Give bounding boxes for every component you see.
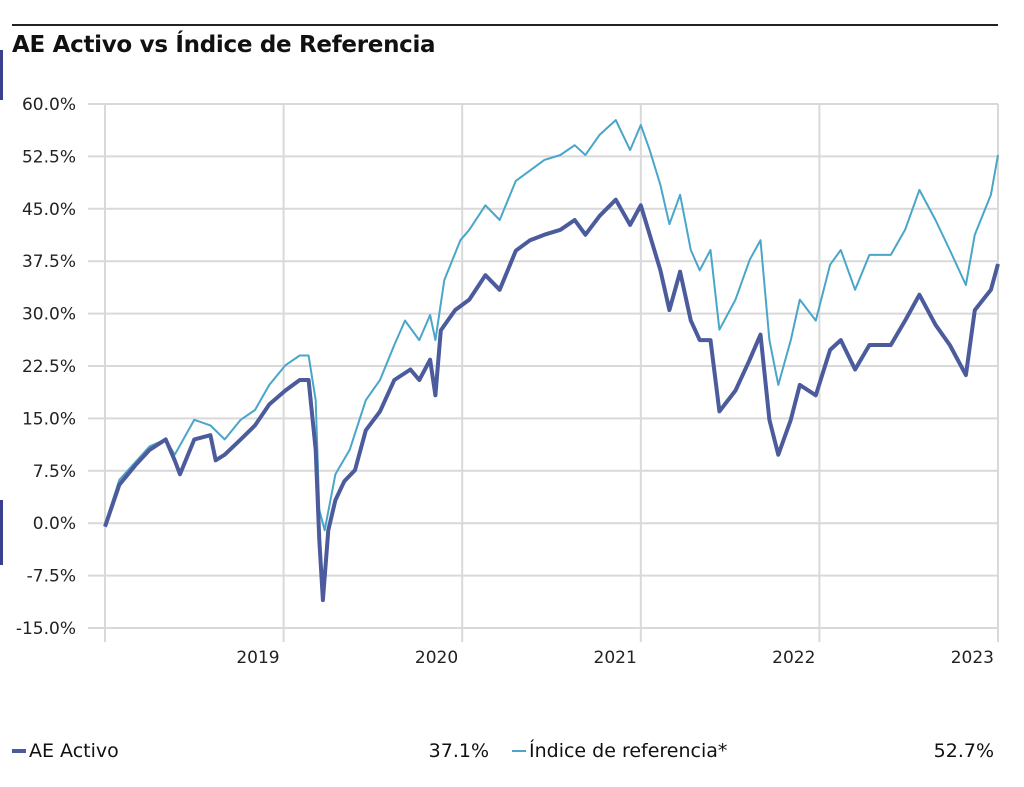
- title-rule: [12, 24, 998, 26]
- y-tick-label: 7.5%: [33, 462, 76, 482]
- legend-swatch-ae-activo: [12, 749, 26, 753]
- y-tick-label: 30.0%: [22, 305, 76, 325]
- grid: [88, 103, 999, 642]
- legend-value-ae-activo: 37.1%: [428, 740, 489, 762]
- y-axis-ticks: 60.0% 52.5% 45.0% 37.5% 30.0% 22.5% 15.0% 7.5% 0…: [16, 95, 76, 639]
- y-tick-label: 37.5%: [22, 252, 76, 272]
- series-line-ae-activo: [103, 197, 1000, 603]
- x-axis-ticks: 2019 2020 2021 2022 2023: [236, 648, 994, 668]
- accent-bar-middle: [0, 500, 3, 565]
- series-lines: [103, 119, 1000, 603]
- y-tick-label: 45.0%: [22, 200, 76, 220]
- y-tick-label: 0.0%: [33, 514, 76, 534]
- y-tick-label: 22.5%: [22, 357, 76, 377]
- chart-title: AE Activo vs Índice de Referencia: [12, 32, 436, 58]
- x-tick-label: 2022: [772, 648, 815, 668]
- legend-value-indice: 52.7%: [933, 740, 994, 762]
- series-line-indice: [104, 119, 999, 532]
- legend-swatch-indice: [512, 750, 526, 752]
- legend-label: AE Activo: [29, 740, 119, 762]
- legend-item-ae-activo: AE Activo: [12, 740, 119, 762]
- y-tick-label: 52.5%: [22, 147, 76, 167]
- legend-label: Índice de referencia*: [529, 740, 728, 762]
- x-tick-label: 2019: [236, 648, 279, 668]
- accent-bar-top: [0, 50, 3, 100]
- x-tick-label: 2023: [951, 648, 994, 668]
- x-tick-label: 2021: [594, 648, 637, 668]
- y-tick-label: -15.0%: [16, 619, 76, 639]
- y-tick-label: 60.0%: [22, 95, 76, 115]
- legend-item-indice: Índice de referencia*: [512, 740, 727, 762]
- x-tick-label: 2020: [415, 648, 458, 668]
- y-tick-label: -7.5%: [27, 567, 76, 587]
- y-tick-label: 15.0%: [22, 409, 76, 429]
